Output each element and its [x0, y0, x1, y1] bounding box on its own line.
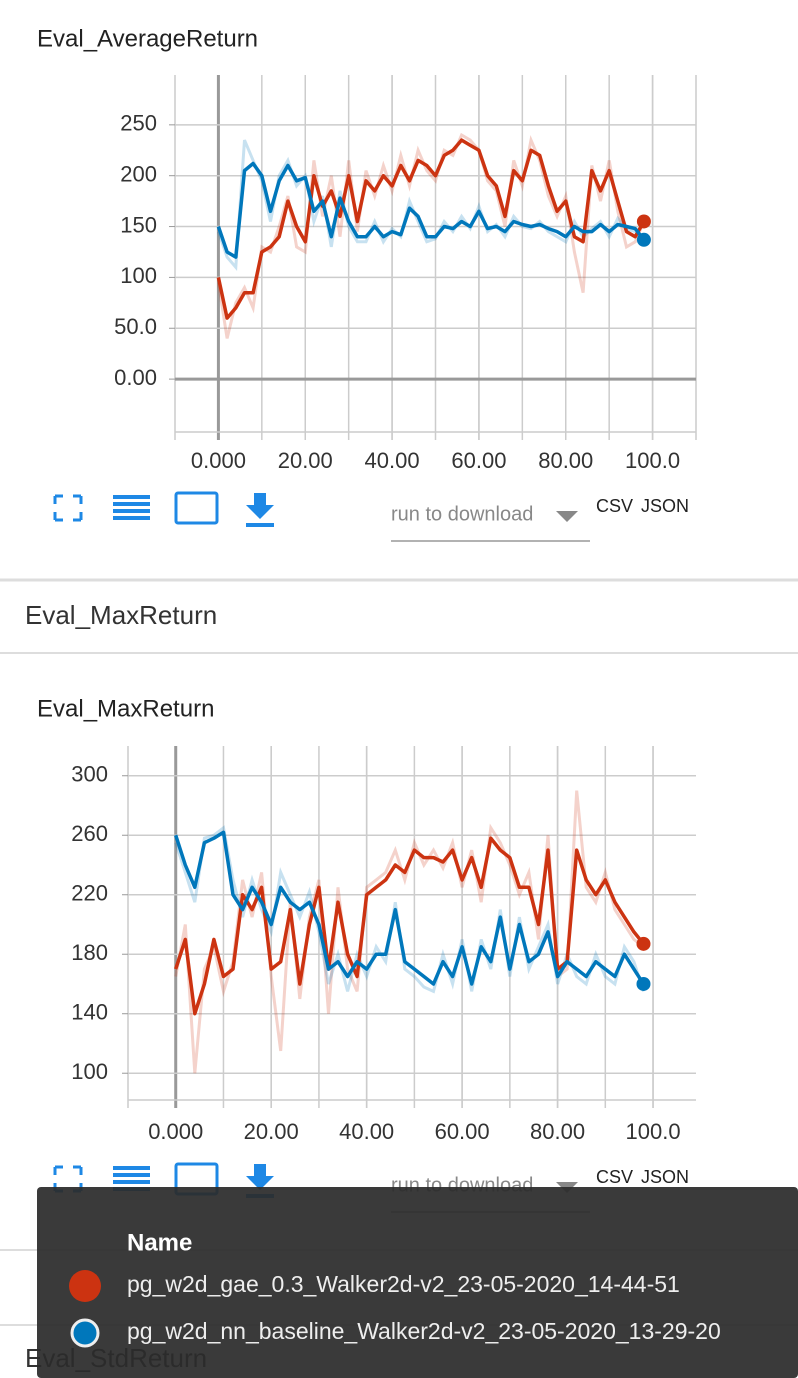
chart-title: Eval_MaxReturn [37, 695, 214, 722]
x-tick-label: 20.00 [278, 448, 333, 473]
run-swatch [70, 1318, 100, 1348]
lines-icon[interactable] [113, 1166, 150, 1170]
raw-line [174, 825, 645, 994]
y-tick-label: 0.00 [114, 365, 157, 390]
y-tick-label: 300 [71, 762, 108, 787]
run-swatch [69, 1270, 101, 1302]
series-line [216, 161, 646, 259]
raw-line [174, 790, 645, 1074]
end-point [636, 214, 651, 229]
run-name: pg_w2d_nn_baseline_Walker2d-v2_23-05-202… [127, 1318, 721, 1344]
y-tick-label: 200 [120, 162, 157, 187]
y-tick-label: 260 [71, 821, 108, 846]
lines-icon[interactable] [113, 516, 150, 520]
section-header[interactable]: Eval_MaxReturn [25, 600, 217, 630]
x-tick-label: 80.00 [538, 448, 593, 473]
y-tick-label: 250 [120, 111, 157, 136]
x-tick-label: 80.00 [530, 1119, 585, 1144]
x-tick-label: 100.0 [625, 448, 680, 473]
x-tick-label: 40.00 [339, 1119, 394, 1144]
download-link[interactable]: CSV [596, 1167, 633, 1187]
lines-icon[interactable] [113, 502, 150, 506]
download-link[interactable]: JSON [641, 496, 689, 516]
raw-line [216, 139, 646, 271]
lines-icon[interactable] [113, 1173, 150, 1177]
x-tick-label: 60.00 [435, 1119, 490, 1144]
series-line [174, 830, 645, 986]
end-point [636, 936, 651, 951]
end-point [636, 232, 651, 247]
run-name: pg_w2d_gae_0.3_Walker2d-v2_23-05-2020_14… [127, 1271, 680, 1297]
fullscreen-icon[interactable] [53, 494, 83, 522]
x-tick-label: 60.00 [451, 448, 506, 473]
fit-icon[interactable] [174, 491, 219, 525]
tooltip-header: Name [127, 1229, 192, 1256]
x-tick-label: 20.00 [244, 1119, 299, 1144]
y-tick-label: 140 [71, 1000, 108, 1025]
download-link[interactable]: JSON [641, 1167, 689, 1187]
dropdown-arrow[interactable] [556, 511, 578, 522]
chart-title: Eval_AverageReturn [37, 25, 258, 52]
download-icon[interactable] [246, 1164, 274, 1198]
chart-card: Eval_MaxReturn 0.000 20.00 40.00 60.00 80.00 1… [37, 695, 696, 1213]
y-tick-label: 100 [120, 263, 157, 288]
y-tick-label: 150 [120, 212, 157, 237]
lines-icon[interactable] [113, 1180, 150, 1184]
x-tick-label: 0.000 [191, 448, 246, 473]
tooltip: Name pg_w2d_gae_0.3_Walker2d-v2_23-05-20… [37, 1187, 798, 1378]
lines-icon[interactable] [113, 509, 150, 513]
end-point [636, 976, 651, 991]
download-icon[interactable] [246, 493, 274, 527]
x-tick-label: 40.00 [365, 448, 420, 473]
y-tick-label: 100 [71, 1059, 108, 1084]
download-link[interactable]: CSV [596, 496, 633, 516]
lines-icon[interactable] [113, 495, 150, 499]
chart-card: Eval_AverageReturn 0.000 20.00 40.00 60.00 80… [37, 25, 697, 542]
run-select[interactable]: run to download [391, 503, 533, 525]
x-tick-label: 0.000 [148, 1119, 203, 1144]
y-tick-label: 50.0 [114, 314, 157, 339]
tooltip-box [37, 1187, 798, 1378]
x-tick-label: 100.0 [626, 1119, 681, 1144]
y-tick-label: 180 [71, 940, 108, 965]
y-tick-label: 220 [71, 881, 108, 906]
